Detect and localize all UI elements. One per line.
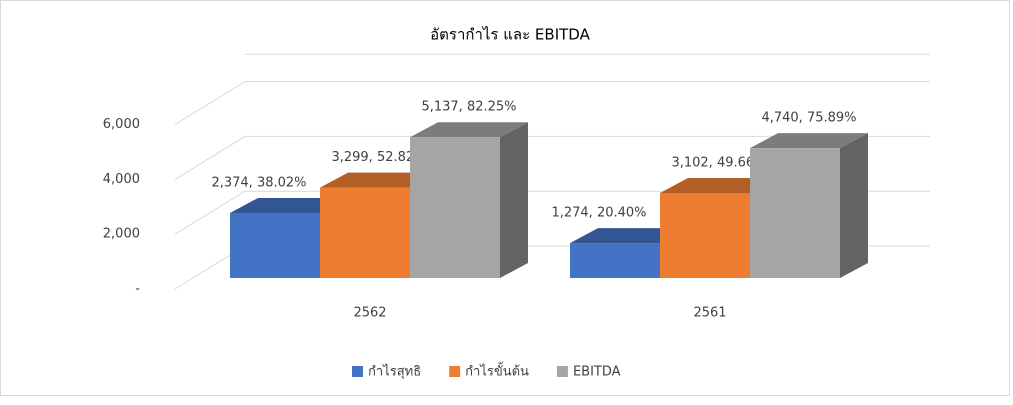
legend-swatch bbox=[352, 366, 363, 377]
bar-front bbox=[660, 193, 750, 278]
legend-label: กำไรขั้นต้น bbox=[465, 362, 529, 380]
grid-line bbox=[174, 135, 930, 180]
y-tick-label: 2,000 bbox=[103, 227, 140, 242]
bar-top bbox=[230, 197, 348, 213]
bar-front bbox=[230, 212, 320, 278]
bar bbox=[750, 133, 868, 278]
legend-swatch bbox=[449, 366, 461, 377]
y-tick-label: - bbox=[135, 282, 140, 297]
legend-swatch bbox=[556, 366, 568, 377]
y-tick-label: 4,000 bbox=[103, 172, 140, 187]
data-label: 2,374, 38.02% bbox=[211, 175, 306, 190]
bar-top bbox=[570, 228, 688, 244]
bar-top bbox=[320, 172, 438, 188]
grid-line bbox=[174, 81, 930, 126]
legend-label: กำไรสุทธิ bbox=[368, 364, 421, 380]
legend-label: EBITDA bbox=[573, 365, 621, 380]
x-tick-label: 2561 bbox=[693, 306, 726, 321]
bar-front bbox=[410, 137, 500, 278]
bar-side bbox=[500, 122, 528, 278]
data-label: 3,299, 52.82% bbox=[331, 150, 426, 165]
data-label: 1,274, 20.40% bbox=[551, 206, 646, 221]
data-label: 5,137, 82.25% bbox=[421, 100, 516, 115]
x-tick-label: 2562 bbox=[353, 306, 386, 321]
bar bbox=[410, 122, 528, 278]
bar-front bbox=[320, 187, 410, 278]
chart-title: อัตรากำไร และ EBITDA bbox=[430, 26, 590, 44]
bar-top bbox=[410, 122, 528, 138]
y-tick-label: 6,000 bbox=[103, 117, 140, 132]
bar-top bbox=[660, 178, 778, 194]
bar-front bbox=[570, 243, 660, 278]
bar-side bbox=[840, 133, 868, 278]
bar-top bbox=[750, 133, 868, 149]
bar-front bbox=[750, 148, 840, 278]
data-label: 3,102, 49.66% bbox=[671, 156, 766, 171]
data-label: 4,740, 75.89% bbox=[761, 111, 856, 126]
